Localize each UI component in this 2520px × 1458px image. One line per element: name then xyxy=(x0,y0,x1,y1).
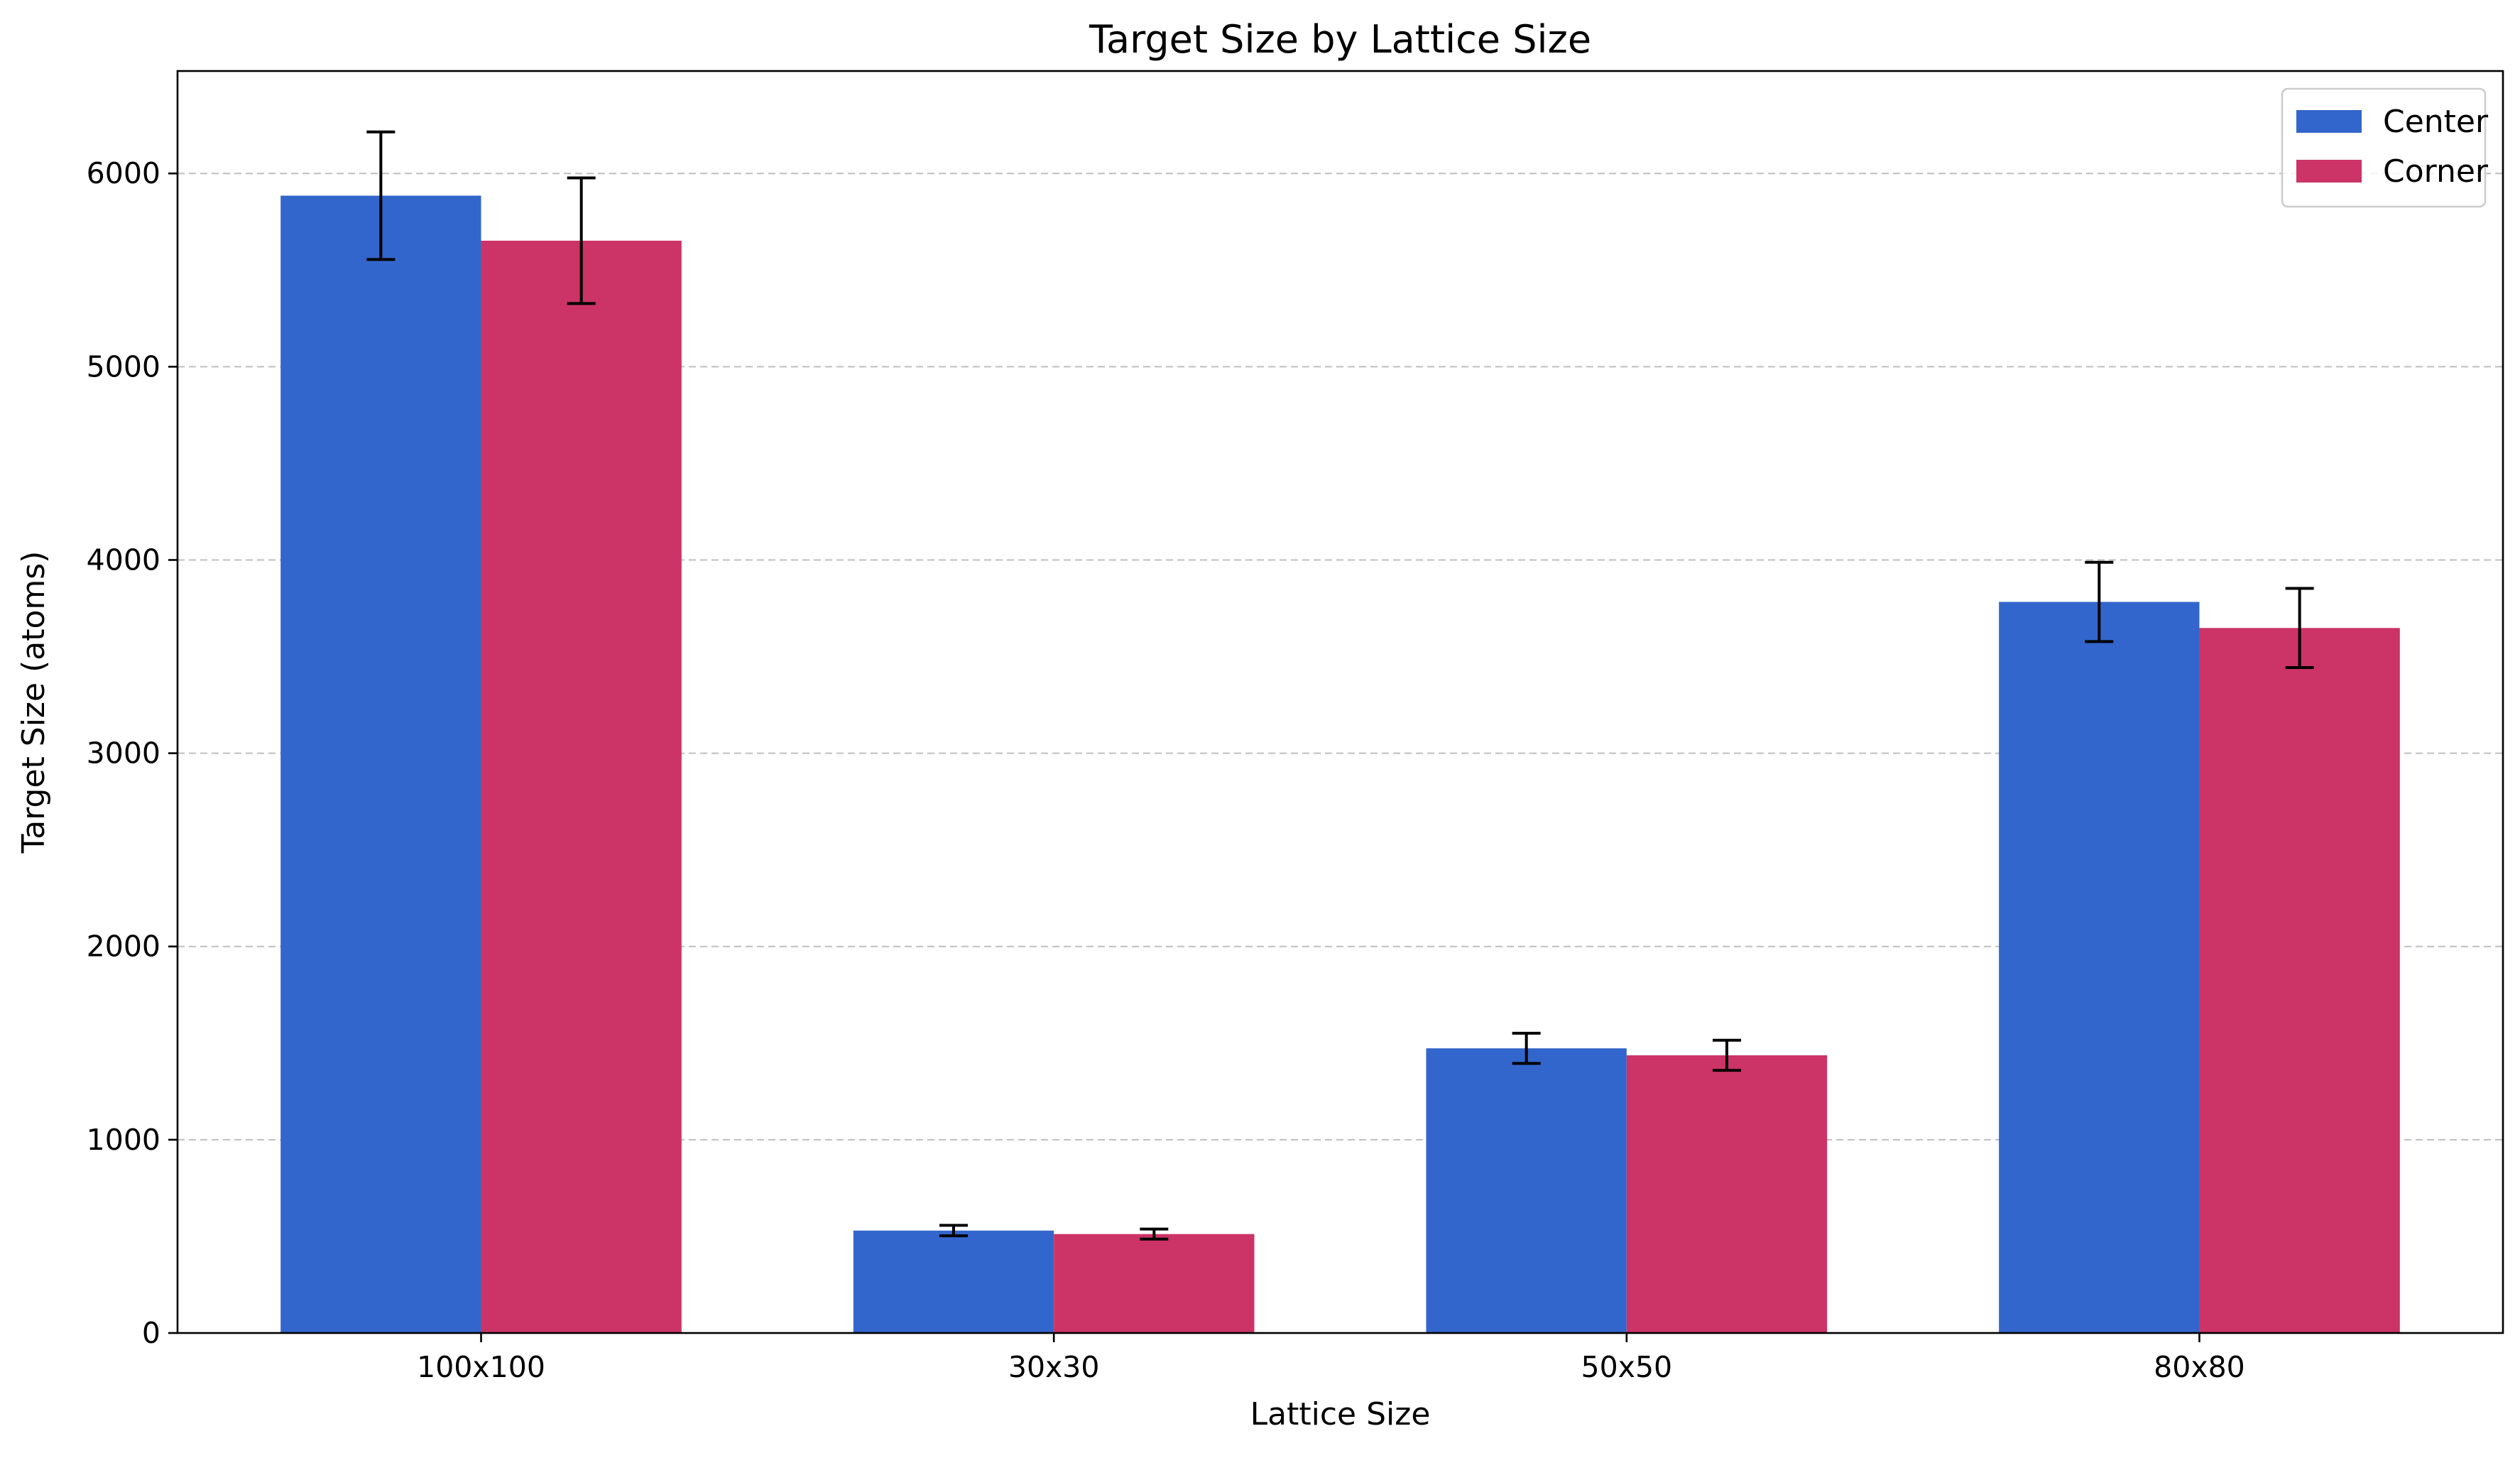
legend-swatch-center xyxy=(2296,110,2362,133)
x-tick-label: 100x100 xyxy=(417,1350,545,1384)
x-tick-label: 50x50 xyxy=(1581,1350,1673,1384)
legend-label-corner: Corner xyxy=(2383,153,2489,190)
error-bars xyxy=(366,130,2314,1241)
bar-center-80x80 xyxy=(1999,602,2200,1333)
y-tick-label: 4000 xyxy=(87,543,160,577)
x-tick-label: 30x30 xyxy=(1008,1350,1100,1384)
y-tick-label: 3000 xyxy=(87,736,160,771)
y-tick-label: 2000 xyxy=(87,930,160,964)
y-axis-label: Target Size (atoms) xyxy=(16,551,52,854)
bars xyxy=(280,195,2400,1334)
chart-title: Target Size by Lattice Size xyxy=(1089,17,1591,62)
y-ticks: 0 1000 2000 3000 4000 5000 6000 xyxy=(87,156,178,1350)
bar-center-100x100 xyxy=(280,195,481,1334)
bar-center-30x30 xyxy=(853,1230,1054,1333)
y-tick-label: 5000 xyxy=(87,349,160,383)
plot-frame xyxy=(176,70,2504,1334)
x-axis-label: Lattice Size xyxy=(1250,1396,1431,1432)
bar-corner-80x80 xyxy=(2199,628,2400,1333)
y-tick-label: 0 xyxy=(142,1316,160,1350)
y-tick-label: 1000 xyxy=(87,1123,160,1157)
bar-corner-30x30 xyxy=(1054,1234,1255,1333)
legend-label-center: Center xyxy=(2383,104,2489,140)
x-tick-label: 80x80 xyxy=(2154,1350,2245,1384)
legend: Center Corner xyxy=(2281,87,2489,208)
legend-swatch-corner xyxy=(2296,160,2362,183)
bar-center-50x50 xyxy=(1426,1048,1627,1333)
y-tick-label: 6000 xyxy=(87,156,160,190)
bar-corner-50x50 xyxy=(1626,1055,1828,1333)
bar-corner-100x100 xyxy=(481,240,682,1333)
x-ticks: 100x100 30x30 50x50 80x80 xyxy=(417,1333,2245,1384)
